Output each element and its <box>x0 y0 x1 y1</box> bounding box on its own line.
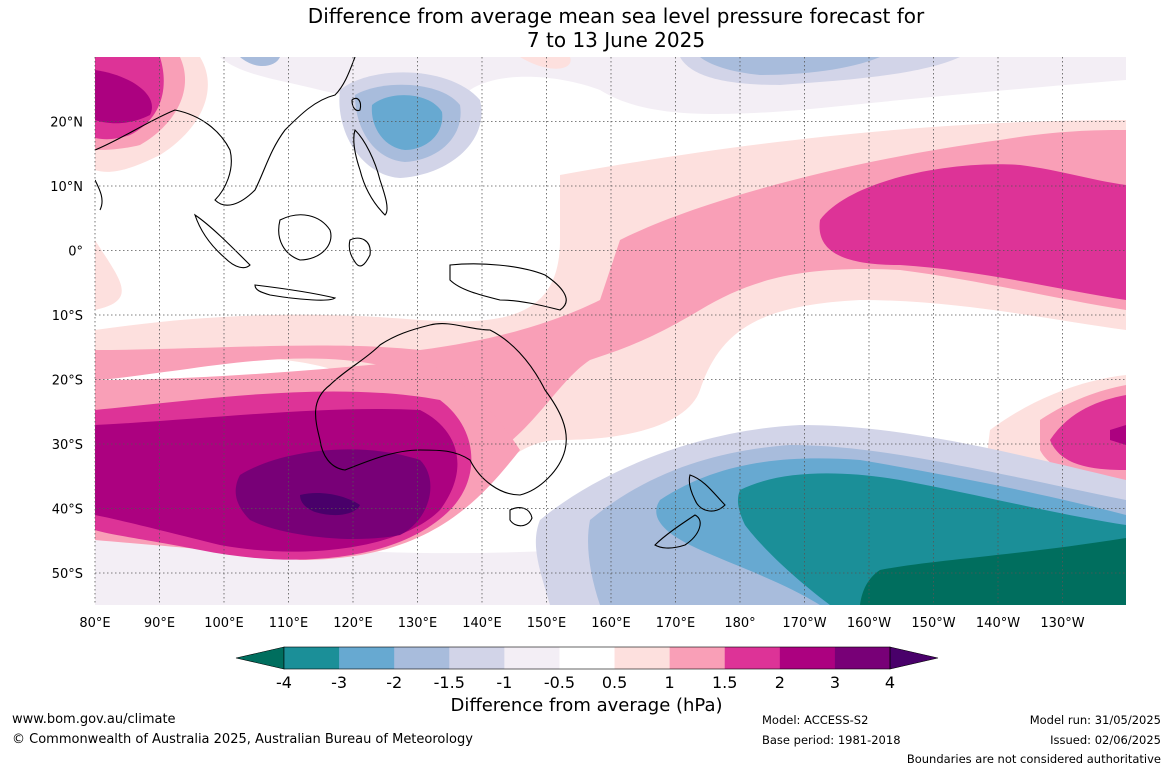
latitude-labels: 20°N 10°N 0° 10°S 20°S 30°S 40°S 50°S <box>50 116 83 583</box>
colorbar-tick-label: 1 <box>665 673 675 692</box>
latitude-label: 10°N <box>50 180 83 195</box>
longitude-label: 80°E <box>79 616 110 631</box>
longitude-label: 140°W <box>976 616 1020 631</box>
longitude-label: 160°E <box>591 616 631 631</box>
colorbar-segment <box>724 647 781 669</box>
colorbar-tick-label: 4 <box>885 673 895 692</box>
latitude-label: 20°N <box>50 116 83 131</box>
colorbar-segment <box>834 647 891 669</box>
contour-fill-layer <box>95 57 1126 605</box>
latitude-label: 20°S <box>52 374 83 389</box>
java-coastline <box>254 284 337 301</box>
footer-model: Model: ACCESS-S2 <box>762 713 869 727</box>
longitude-label: 90°E <box>144 616 175 631</box>
latitude-label: 10°S <box>52 309 83 324</box>
title-line-2: 7 to 13 June 2025 <box>526 28 706 52</box>
colorbar-tick-label: -3 <box>331 673 347 692</box>
footer-copyright: © Commonwealth of Australia 2025, Austra… <box>12 732 473 747</box>
colorbar-tick-label: -0.5 <box>544 673 575 692</box>
colorbar-ticks: -4 -3 -2 -1.5 -1 -0.5 0.5 1 1.5 2 3 4 <box>276 673 895 692</box>
colorbar-segment <box>614 647 671 669</box>
latitude-label: 30°S <box>52 438 83 453</box>
latitude-label: 40°S <box>52 503 83 518</box>
philippines-coastline <box>353 128 388 216</box>
colorbar-tick-label: 2 <box>775 673 785 692</box>
longitude-label: 170°E <box>656 616 696 631</box>
longitude-label: 170°W <box>782 616 826 631</box>
longitude-label: 100°E <box>204 616 244 631</box>
footer-disclaimer: Boundaries are not considered authoritat… <box>906 752 1161 766</box>
longitude-label: 110°E <box>269 616 309 631</box>
colorbar-tick-label: -1 <box>496 673 512 692</box>
colorbar-tick-label: -4 <box>276 673 292 692</box>
colorbar-segment <box>394 647 450 669</box>
footer-url: www.bom.gov.au/climate <box>12 712 176 727</box>
longitude-label: 140°E <box>462 616 502 631</box>
colorbar-segments <box>235 646 939 670</box>
footer-base-period: Base period: 1981-2018 <box>762 733 901 747</box>
longitude-label: 130°W <box>1040 616 1084 631</box>
colorbar-tick-label: 0.5 <box>602 673 627 692</box>
longitude-label: 130°E <box>398 616 438 631</box>
asia-mainland-coastline <box>95 57 356 206</box>
colorbar-tick-label: -2 <box>386 673 402 692</box>
colorbar-extend-low <box>235 646 285 670</box>
longitude-label: 180° <box>724 616 755 631</box>
new-zealand-coastline <box>654 474 726 549</box>
colorbar-segment <box>449 647 505 669</box>
colorbar-outline <box>283 646 891 670</box>
tasmania-coastline <box>509 507 533 527</box>
footer-issued: Issued: 02/06/2025 <box>1050 733 1161 747</box>
title-line-1: Difference from average mean sea level p… <box>307 4 925 28</box>
india-coastline <box>95 179 103 211</box>
colorbar-segment <box>779 647 836 669</box>
graticule-layer <box>94 57 1126 605</box>
colorbar-tick-label: -1.5 <box>434 673 465 692</box>
latitude-label: 0° <box>68 245 83 260</box>
new-guinea-coastline <box>449 263 567 311</box>
colorbar-segment <box>669 647 726 669</box>
longitude-labels: 80°E 90°E 100°E 110°E 120°E 130°E 140°E 150°E 16… <box>79 616 1084 631</box>
colorbar-label: Difference from average (hPa) <box>450 695 723 716</box>
colorbar-tick-label: 1.5 <box>712 673 737 692</box>
colorbar-segment <box>284 647 340 669</box>
longitude-label: 160°W <box>847 616 891 631</box>
longitude-label: 150°E <box>527 616 567 631</box>
colorbar-tick-label: 3 <box>830 673 840 692</box>
map-title: Difference from average mean sea level p… <box>0 4 1173 52</box>
sumatra-coastline <box>193 213 251 269</box>
colorbar-segment <box>559 647 616 669</box>
coastline-layer <box>95 57 726 549</box>
colorbar-extend-high <box>889 646 939 670</box>
sulawesi-coastline <box>348 237 371 267</box>
colorbar-segment <box>504 647 560 669</box>
colorbar-segment <box>339 647 395 669</box>
latitude-label: 50°S <box>52 567 83 582</box>
longitude-label: 120°E <box>333 616 373 631</box>
footer-model-run: Model run: 31/05/2025 <box>1029 713 1161 727</box>
longitude-label: 150°W <box>911 616 955 631</box>
